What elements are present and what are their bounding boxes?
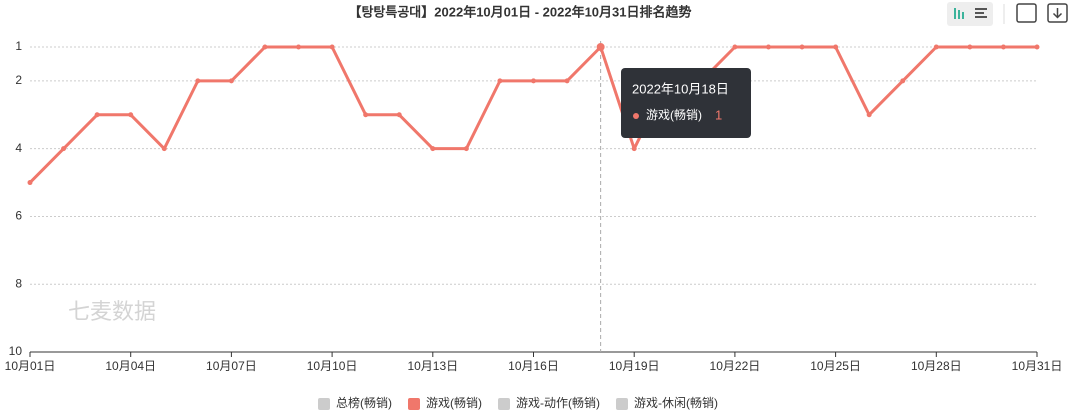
point <box>933 44 939 50</box>
point <box>900 78 906 84</box>
tooltip-series: 游戏(畅销) <box>646 108 702 122</box>
y-tick-label: 2 <box>15 73 22 87</box>
legend-item[interactable]: 总榜(畅销) <box>318 395 392 410</box>
view-toggle[interactable] <box>947 2 993 26</box>
x-tick-label: 10月10日 <box>307 359 358 373</box>
x-tick-label: 10月28日 <box>911 359 962 373</box>
point <box>262 44 268 50</box>
legend-swatch <box>616 398 628 410</box>
point <box>1034 44 1040 50</box>
legend-swatch <box>498 398 510 410</box>
point <box>497 78 503 84</box>
icon-part <box>975 8 987 10</box>
y-tick-label: 1 <box>15 39 22 53</box>
x-tick-label: 10月16日 <box>508 359 559 373</box>
point <box>732 44 738 50</box>
tooltip-box <box>621 68 751 138</box>
point <box>161 146 167 152</box>
point <box>27 180 33 186</box>
legend-swatch <box>408 398 420 410</box>
legend-label: 游戏-休闲(畅销) <box>634 396 718 410</box>
tooltip-value: 1 <box>715 107 722 122</box>
icon-part <box>958 10 960 19</box>
icon-part <box>975 12 984 14</box>
tooltip-title: 2022年10月18日 <box>632 81 729 96</box>
x-tick-label: 10月19日 <box>609 359 660 373</box>
image-button[interactable] <box>1016 3 1037 23</box>
point <box>329 44 335 50</box>
x-tick-label: 10月31日 <box>1012 359 1063 373</box>
y-tick-label: 10 <box>9 344 23 358</box>
point <box>94 112 100 118</box>
icon-part <box>975 16 987 18</box>
y-tick-label: 8 <box>15 276 22 290</box>
point <box>463 146 469 152</box>
download-button[interactable] <box>1047 3 1068 23</box>
y-tick-label: 6 <box>15 209 22 223</box>
point <box>363 112 369 118</box>
point <box>631 146 637 152</box>
point <box>596 43 605 51</box>
tooltip-marker <box>633 113 639 119</box>
point <box>799 44 805 50</box>
x-tick-label: 10月04日 <box>105 359 156 373</box>
legend-item[interactable]: 游戏(畅销) <box>408 396 482 410</box>
point <box>833 44 839 50</box>
chart-title: 【탕탕특공대】2022年10月01日 - 2022年10月31日排名趋势 <box>348 4 691 19</box>
point <box>430 146 436 152</box>
point <box>61 146 67 152</box>
x-tick-label: 10月07日 <box>206 359 257 373</box>
point <box>765 44 771 50</box>
series-line <box>28 45 1037 184</box>
x-tick-label: 10月13日 <box>407 359 458 373</box>
icon-part <box>1052 8 1063 19</box>
point <box>195 78 201 84</box>
icon-part <box>954 8 956 19</box>
toolbar <box>947 2 1068 26</box>
y-tick-label: 4 <box>15 141 22 155</box>
x-tick-label: 10月22日 <box>710 359 761 373</box>
point <box>866 112 872 118</box>
point <box>396 112 402 118</box>
x-tick-label: 10月01日 <box>5 359 56 373</box>
point <box>228 78 234 84</box>
legend-label: 总榜(畅销) <box>336 395 392 410</box>
legend-label: 游戏(畅销) <box>426 396 482 410</box>
legend: 总榜(畅销) 游戏(畅销) 游戏-动作(畅销) 游戏-休闲(畅销) <box>318 395 718 410</box>
legend-label: 游戏-动作(畅销) <box>516 396 600 410</box>
point <box>967 44 973 50</box>
icon-part <box>962 12 964 19</box>
legend-swatch <box>318 398 330 410</box>
tooltip: 2022年10月18日 游戏(畅销) 1 <box>621 68 751 138</box>
watermark: 七麦数据 <box>68 299 156 324</box>
point <box>296 44 302 50</box>
point <box>564 78 570 84</box>
point <box>1000 44 1006 50</box>
legend-item[interactable]: 游戏-休闲(畅销) <box>616 396 718 410</box>
legend-item[interactable]: 游戏-动作(畅销) <box>498 396 600 410</box>
point <box>531 78 536 84</box>
x-tick-label: 10月25日 <box>810 359 861 373</box>
point <box>128 112 134 118</box>
